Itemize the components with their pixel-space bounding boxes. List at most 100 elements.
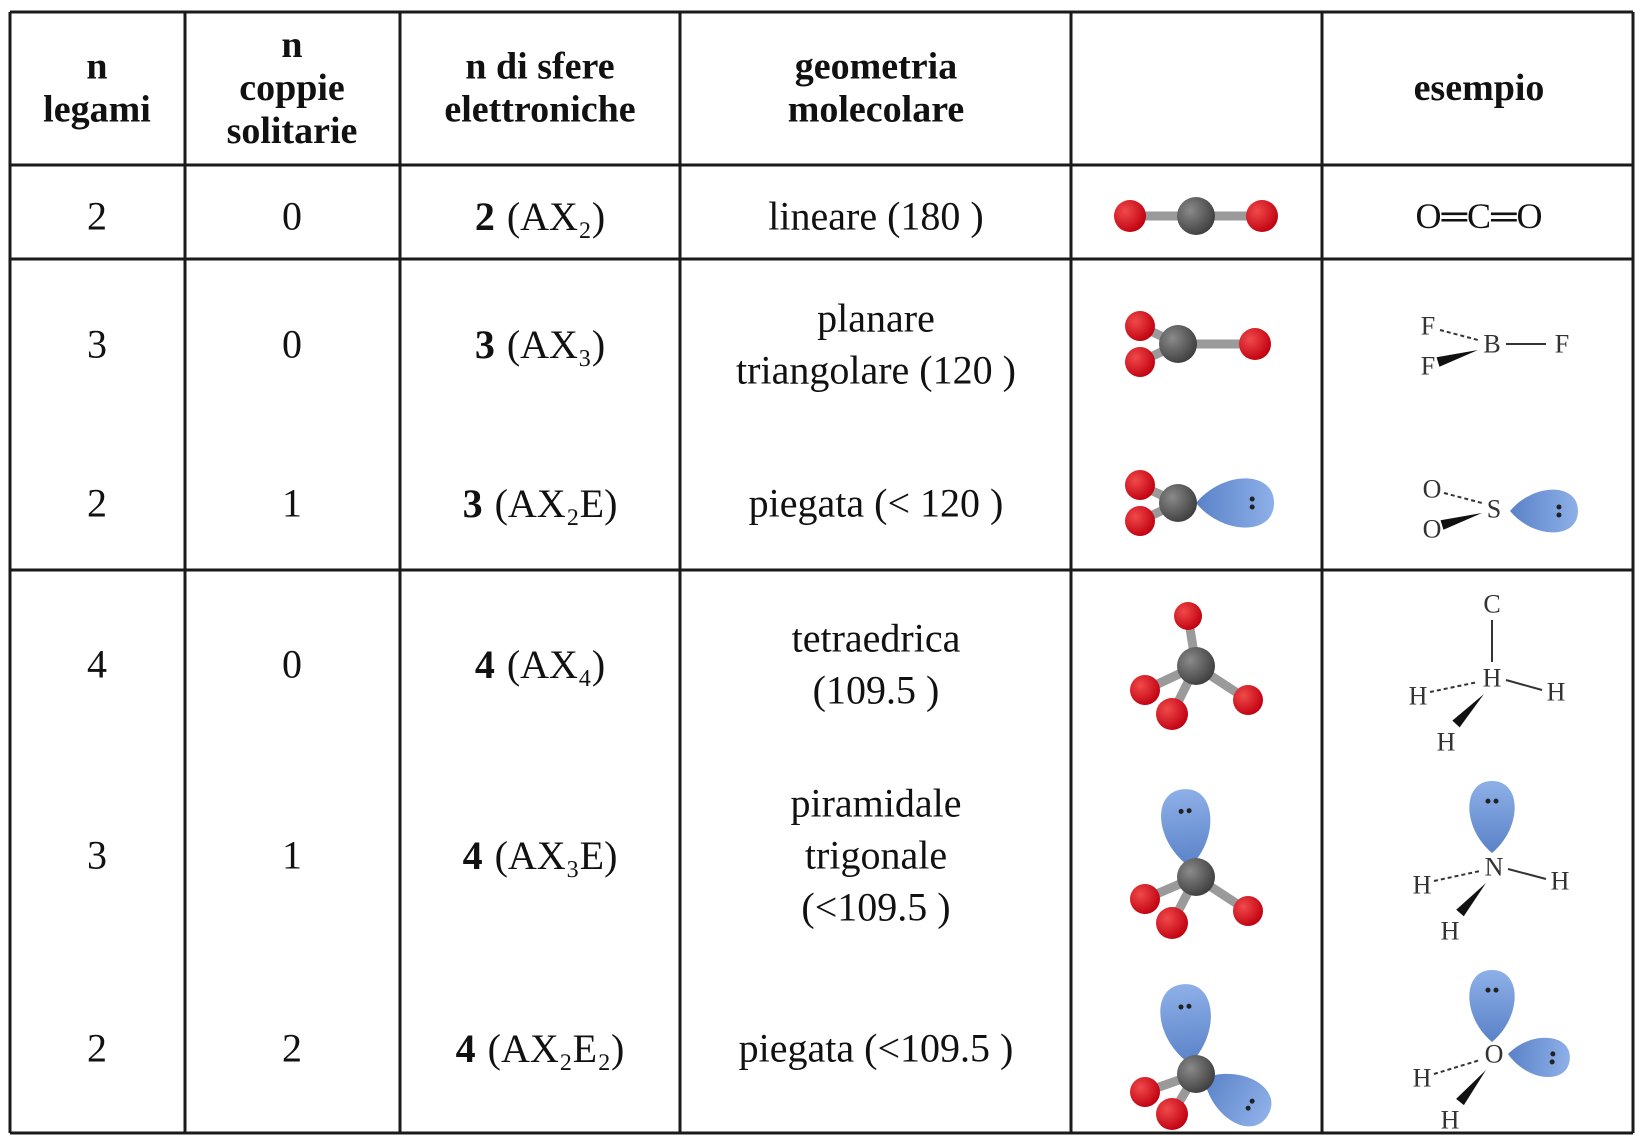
geometry-cell: triangolare (120 )	[736, 348, 1016, 393]
geometry-cell: piramidale	[790, 781, 961, 826]
geometry-cell: tetraedrica	[792, 616, 961, 661]
vsepr-formula: (AX₃)	[507, 322, 605, 367]
electron	[1486, 799, 1491, 804]
bonds-cell: 4	[87, 642, 107, 687]
atom-center	[1177, 647, 1215, 685]
header-cell: molecolare	[788, 89, 965, 131]
spheres-cell: 3 (AX₃)	[475, 322, 605, 367]
atom-label: H	[1413, 1064, 1432, 1093]
geometry-cell: lineare (180 )	[768, 194, 983, 239]
atom-ball	[1125, 347, 1155, 377]
atom-center	[1177, 858, 1215, 896]
lone-pairs-cell: 0	[282, 642, 302, 687]
lobe	[1196, 478, 1274, 527]
sphere-count: 3	[463, 481, 483, 526]
lobe	[1510, 490, 1578, 533]
header-cell: n	[86, 46, 107, 88]
atom-ball	[1246, 200, 1278, 232]
header-cell: coppie	[239, 67, 345, 109]
bond	[1430, 682, 1478, 692]
lone-pair	[1469, 781, 1514, 853]
lobe	[1158, 982, 1215, 1066]
atom-ball	[1125, 311, 1155, 341]
header-cell: elettroniche	[444, 89, 635, 131]
spheres-cell: 2 (AX₂)	[475, 194, 605, 239]
vsepr-formula: (AX₃E)	[495, 833, 618, 878]
atom-label: F	[1421, 312, 1435, 341]
spheres-cell: 4(AX₄)	[475, 642, 605, 687]
wedge-bond	[1441, 513, 1482, 530]
geometry-cell: (109.5 )	[813, 668, 940, 713]
bond	[1434, 1060, 1480, 1074]
vsepr-formula: (AX₂)	[507, 194, 605, 239]
lone-pairs-cell: 1	[282, 833, 302, 878]
atom-ball	[1174, 602, 1202, 630]
lobe	[1506, 1035, 1571, 1079]
atom-label: H	[1441, 1106, 1460, 1135]
atom-label: F	[1555, 330, 1569, 359]
atom-label: H	[1413, 871, 1432, 900]
atom-ball	[1130, 884, 1160, 914]
vsepr-formula: (AX₂E₂)	[488, 1026, 625, 1071]
atom-ball	[1125, 506, 1155, 536]
bond	[1440, 330, 1478, 340]
lone-pair	[1506, 1035, 1571, 1079]
lone-pair	[1158, 982, 1215, 1066]
header-cell: n di sfere	[465, 46, 614, 88]
atom-center	[1177, 1055, 1215, 1093]
atom-center	[1159, 325, 1197, 363]
atom-label: H	[1441, 917, 1460, 946]
bonds-cell: 2	[87, 194, 107, 239]
atom-ball	[1156, 907, 1188, 939]
header-cell: esempio	[1414, 67, 1545, 109]
lobe	[1469, 970, 1514, 1042]
geometry-cell: piegata (< 120 )	[749, 481, 1004, 526]
atom-ball	[1114, 200, 1146, 232]
lone-pairs-cell: 1	[282, 481, 302, 526]
electron	[1494, 799, 1499, 804]
example-formula: O═C═O	[1415, 196, 1542, 236]
wedge-bond	[1437, 350, 1478, 367]
atom-label: O	[1423, 515, 1442, 544]
header-cell: geometria	[795, 46, 957, 88]
atom-label: H	[1551, 867, 1570, 896]
bond	[1444, 493, 1482, 503]
atom-center	[1177, 197, 1215, 235]
sphere-count: 3	[475, 322, 495, 367]
lone-pair	[1159, 787, 1215, 869]
atom-ball	[1156, 698, 1188, 730]
wedge-bond	[1452, 694, 1484, 727]
page: {"table": { "header": { "bonds": ["n", "…	[0, 0, 1635, 1135]
lobe	[1159, 787, 1215, 869]
bonds-cell: 3	[87, 322, 107, 367]
sphere-count: 2	[475, 194, 495, 239]
atom-center	[1159, 484, 1197, 522]
lone-pair	[1469, 970, 1514, 1042]
lone-pair	[1196, 478, 1274, 527]
atom-ball	[1156, 1098, 1188, 1130]
atom-label: H	[1437, 728, 1456, 757]
bond	[1434, 871, 1480, 881]
atom-ball	[1233, 896, 1263, 926]
electron	[1250, 505, 1255, 510]
atom-label: O	[1485, 1040, 1504, 1069]
bond	[1506, 680, 1542, 690]
table: nlegamincoppiesolitarien di sfereelettro…	[0, 0, 1635, 1135]
atom-label: O	[1423, 475, 1442, 504]
wedge-bond	[1456, 883, 1486, 916]
geometry-cell: planare	[817, 296, 935, 341]
sphere-count: 4	[463, 833, 483, 878]
atom-ball	[1125, 470, 1155, 500]
atom-ball	[1239, 328, 1271, 360]
electron	[1556, 505, 1561, 510]
atom-label: H	[1483, 664, 1502, 693]
atom-label: S	[1487, 495, 1501, 524]
sphere-count: 4	[475, 642, 495, 687]
atom-ball	[1130, 1077, 1160, 1107]
atom-ball	[1130, 675, 1160, 705]
atom-label: H	[1409, 682, 1428, 711]
bonds-cell: 3	[87, 833, 107, 878]
lone-pairs-cell: 0	[282, 322, 302, 367]
atom-label: C	[1483, 590, 1500, 619]
atom-label: B	[1483, 330, 1500, 359]
